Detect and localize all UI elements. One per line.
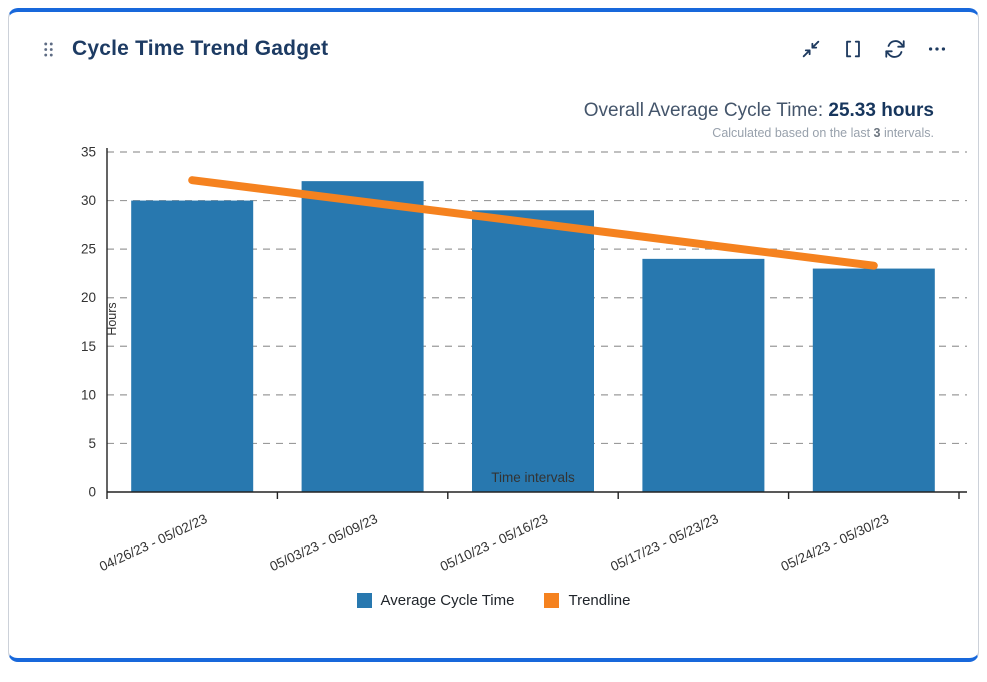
overall-average-line: Overall Average Cycle Time: 25.33 hours <box>9 100 934 122</box>
summary-label: Overall Average Cycle Time: <box>583 100 824 121</box>
svg-text:10: 10 <box>80 387 95 402</box>
fullscreen-icon <box>846 40 860 58</box>
refresh-icon <box>885 40 905 58</box>
svg-text:30: 30 <box>80 193 95 208</box>
legend-label-average-cycle-time: Average Cycle Time <box>380 592 515 609</box>
summary-value: 25.33 hours <box>828 100 934 121</box>
summary-note: Calculated based on the last 3 intervals… <box>712 126 934 140</box>
legend-item-average-cycle-time[interactable]: Average Cycle Time <box>356 592 515 609</box>
chart-area: 0 5 10 15 20 25 30 35 04/26/23 - 05/02/23 05/03/2… <box>9 144 978 592</box>
svg-text:05/10/23 - 05/16/23: 05/10/23 - 05/16/23 <box>437 511 549 574</box>
svg-text:15: 15 <box>80 339 95 354</box>
svg-text:5: 5 <box>88 436 96 451</box>
gadget-header: Cycle Time Trend Gadget <box>9 12 978 62</box>
svg-text:25: 25 <box>80 242 95 257</box>
svg-text:35: 35 <box>80 145 95 160</box>
refresh-button[interactable] <box>882 36 908 62</box>
legend-swatch-bar <box>356 593 372 608</box>
svg-text:05/17/23 - 05/23/23: 05/17/23 - 05/23/23 <box>608 511 720 574</box>
svg-text:Hours: Hours <box>105 302 119 335</box>
svg-text:20: 20 <box>80 290 95 305</box>
gadget-title: Cycle Time Trend Gadget <box>72 37 329 60</box>
minimize-button[interactable] <box>798 36 824 62</box>
chart-legend: Average Cycle Time Trendline <box>9 592 978 609</box>
legend-item-trendline[interactable]: Trendline <box>544 592 630 609</box>
cycle-time-trend-chart: 0 5 10 15 20 25 30 35 04/26/23 - 05/02/23 05/03/2… <box>80 145 967 574</box>
cycle-time-gadget-card: Cycle Time Trend Gadget <box>8 8 979 662</box>
legend-label-trendline: Trendline <box>568 592 631 609</box>
svg-text:05/03/23 - 05/09/23: 05/03/23 - 05/09/23 <box>267 511 379 574</box>
summary-block: Overall Average Cycle Time: 25.33 hours … <box>9 100 978 140</box>
drag-handle-icon[interactable] <box>39 39 58 60</box>
svg-text:04/26/23 - 05/02/23: 04/26/23 - 05/02/23 <box>96 511 208 574</box>
fullscreen-button[interactable] <box>840 36 866 62</box>
more-button[interactable] <box>924 36 950 62</box>
more-icon <box>928 47 946 51</box>
svg-text:0: 0 <box>88 485 96 500</box>
svg-text:Time intervals: Time intervals <box>491 470 575 485</box>
legend-swatch-trendline <box>544 593 560 608</box>
svg-text:05/24/23 - 05/30/23: 05/24/23 - 05/30/23 <box>778 511 890 574</box>
gadget-toolbar <box>798 36 950 62</box>
minimize-icon <box>802 40 820 58</box>
